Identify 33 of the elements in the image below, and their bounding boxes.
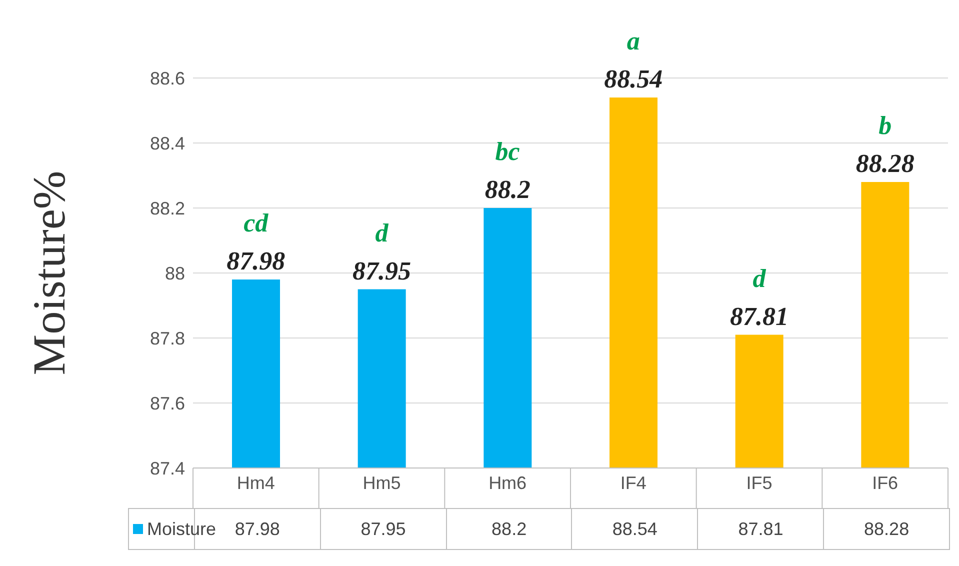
x-tick-label: Hm4 xyxy=(236,472,275,493)
annotation: bc xyxy=(495,137,520,166)
annotation: 87.95 xyxy=(352,256,411,286)
data-label: 88.54 xyxy=(572,509,698,549)
y-axis-title: Moisture% xyxy=(23,170,74,376)
x-tick-label: Hm5 xyxy=(362,472,401,493)
annotation: 87.81 xyxy=(730,302,788,331)
y-tick-label: 88.2 xyxy=(150,198,185,218)
annotation: d xyxy=(752,264,767,293)
data-label: 88.2 xyxy=(446,509,572,549)
data-label: 87.98 xyxy=(234,518,280,538)
x-tick-label: Hm6 xyxy=(488,472,527,493)
y-tick-label: 87.4 xyxy=(150,458,185,478)
y-tick-label: 87.8 xyxy=(150,328,185,348)
annotation: cd xyxy=(244,208,270,238)
annotation: d xyxy=(375,218,390,248)
y-tick-label: 88.4 xyxy=(150,133,185,154)
data-label: 87.81 xyxy=(698,509,824,549)
annotation: 88.2 xyxy=(484,175,530,204)
data-label: 87.95 xyxy=(320,509,447,549)
data-label: 88.28 xyxy=(824,509,950,549)
y-tick-label: 88.6 xyxy=(150,68,185,88)
x-tick-label: IF6 xyxy=(872,472,898,493)
annotation: b xyxy=(878,111,892,140)
x-tick-label: IF5 xyxy=(746,472,772,493)
y-tick-label: 87.6 xyxy=(150,393,185,414)
x-tick-label: IF4 xyxy=(620,472,646,493)
annotation: 88.28 xyxy=(856,149,914,178)
annotation: 88.54 xyxy=(604,64,663,94)
legend-label: Moisture xyxy=(147,518,216,540)
annotation: a xyxy=(626,26,640,56)
y-tick-label: 88 xyxy=(164,263,185,284)
annotation: 87.98 xyxy=(226,246,286,276)
